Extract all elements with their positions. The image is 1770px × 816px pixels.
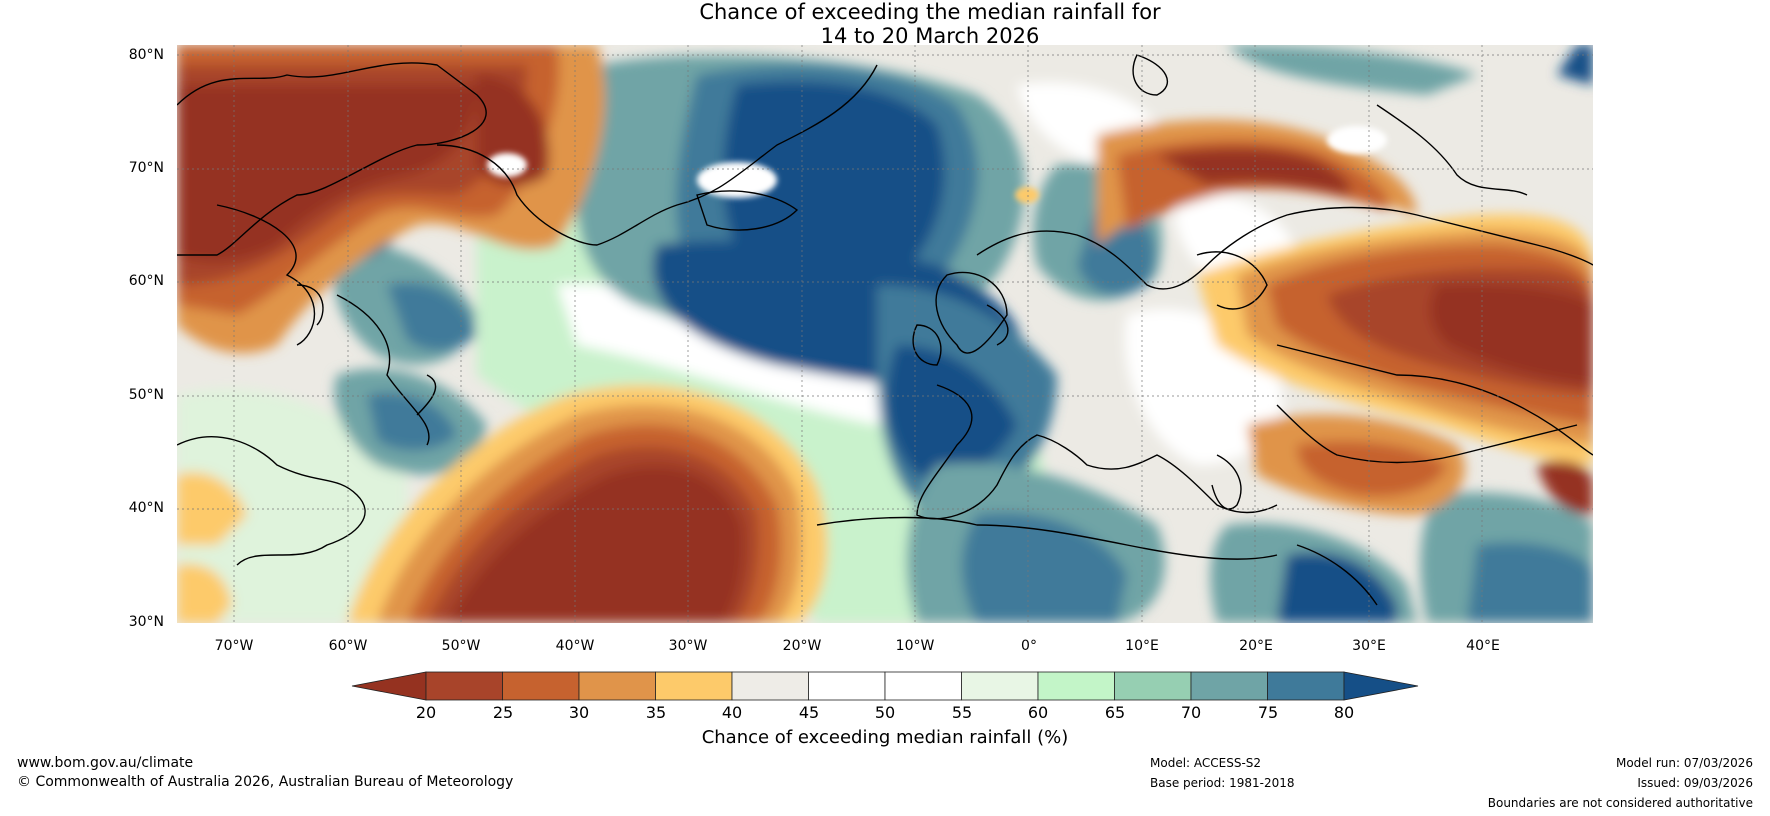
graticule xyxy=(177,45,1593,623)
lon-label-30e: 30°E xyxy=(1352,638,1386,654)
colorbar xyxy=(351,671,1419,701)
colorbar-segments xyxy=(351,671,1419,701)
colorbar-tick: 60 xyxy=(1027,703,1049,722)
lon-label-70w: 70°W xyxy=(214,638,254,654)
colorbar-tick: 75 xyxy=(1257,703,1279,722)
colorbar-segment xyxy=(1190,671,1268,701)
lat-label-60n: 60°N xyxy=(128,273,164,289)
lat-label-40n: 40°N xyxy=(128,500,164,516)
lon-label-0: 0° xyxy=(1021,638,1037,654)
map-canvas xyxy=(176,45,1594,623)
colorbar-segment xyxy=(884,671,962,701)
colorbar-extension-high xyxy=(1343,671,1419,701)
coastlines xyxy=(176,54,1594,606)
colorbar-segment xyxy=(425,671,503,701)
colorbar-extension-low xyxy=(351,671,427,701)
lon-label-50w: 50°W xyxy=(441,638,481,654)
colorbar-segment xyxy=(655,671,733,701)
colorbar-segment xyxy=(578,671,656,701)
colorbar-segment xyxy=(731,671,809,701)
colorbar-tick: 25 xyxy=(492,703,514,722)
colorbar-tick: 55 xyxy=(951,703,973,722)
lon-label-40e: 40°E xyxy=(1466,638,1500,654)
disclaimer-text: Boundaries are not considered authoritat… xyxy=(1487,796,1753,810)
colorbar-segment xyxy=(1267,671,1345,701)
colorbar-tick: 30 xyxy=(568,703,590,722)
model-text: Model: ACCESS-S2 xyxy=(1150,756,1262,770)
title-line-2: 14 to 20 March 2026 xyxy=(820,24,1040,48)
rainfall-map xyxy=(176,45,1594,623)
website-link[interactable]: www.bom.gov.au/climate xyxy=(17,755,194,771)
copyright-text: © Commonwealth of Australia 2026, Austra… xyxy=(17,774,514,790)
lon-label-40w: 40°W xyxy=(555,638,595,654)
colorbar-segment xyxy=(1114,671,1192,701)
lon-label-30w: 30°W xyxy=(668,638,708,654)
colorbar-label: Chance of exceeding median rainfall (%) xyxy=(701,727,1069,748)
colorbar-tick: 40 xyxy=(721,703,743,722)
colorbar-tick: 45 xyxy=(798,703,820,722)
lon-label-60w: 60°W xyxy=(328,638,368,654)
colorbar-segment xyxy=(961,671,1039,701)
lat-label-50n: 50°N xyxy=(128,387,164,403)
title-line-1: Chance of exceeding the median rainfall … xyxy=(699,0,1161,24)
lat-label-30n: 30°N xyxy=(128,614,164,630)
lon-label-10e: 10°E xyxy=(1125,638,1159,654)
model-run-text: Model run: 07/03/2026 xyxy=(1615,756,1753,770)
colorbar-tick: 65 xyxy=(1104,703,1126,722)
colorbar-segment xyxy=(502,671,580,701)
colorbar-segment xyxy=(1037,671,1115,701)
issued-text: Issued: 09/03/2026 xyxy=(1637,776,1753,790)
colorbar-tick: 70 xyxy=(1180,703,1202,722)
colorbar-tick: 35 xyxy=(645,703,667,722)
colorbar-segment xyxy=(808,671,886,701)
base-period-text: Base period: 1981-2018 xyxy=(1150,776,1295,790)
colorbar-tick: 80 xyxy=(1333,703,1355,722)
lon-label-20e: 20°E xyxy=(1239,638,1273,654)
lon-label-20w: 20°W xyxy=(782,638,822,654)
lat-label-80n: 80°N xyxy=(128,47,164,63)
probability-field xyxy=(177,45,1593,623)
map-title: Chance of exceeding the median rainfall … xyxy=(0,0,1770,48)
colorbar-tick: 50 xyxy=(874,703,896,722)
lon-label-10w: 10°W xyxy=(895,638,935,654)
colorbar-tick: 20 xyxy=(415,703,437,722)
lat-label-70n: 70°N xyxy=(128,160,164,176)
